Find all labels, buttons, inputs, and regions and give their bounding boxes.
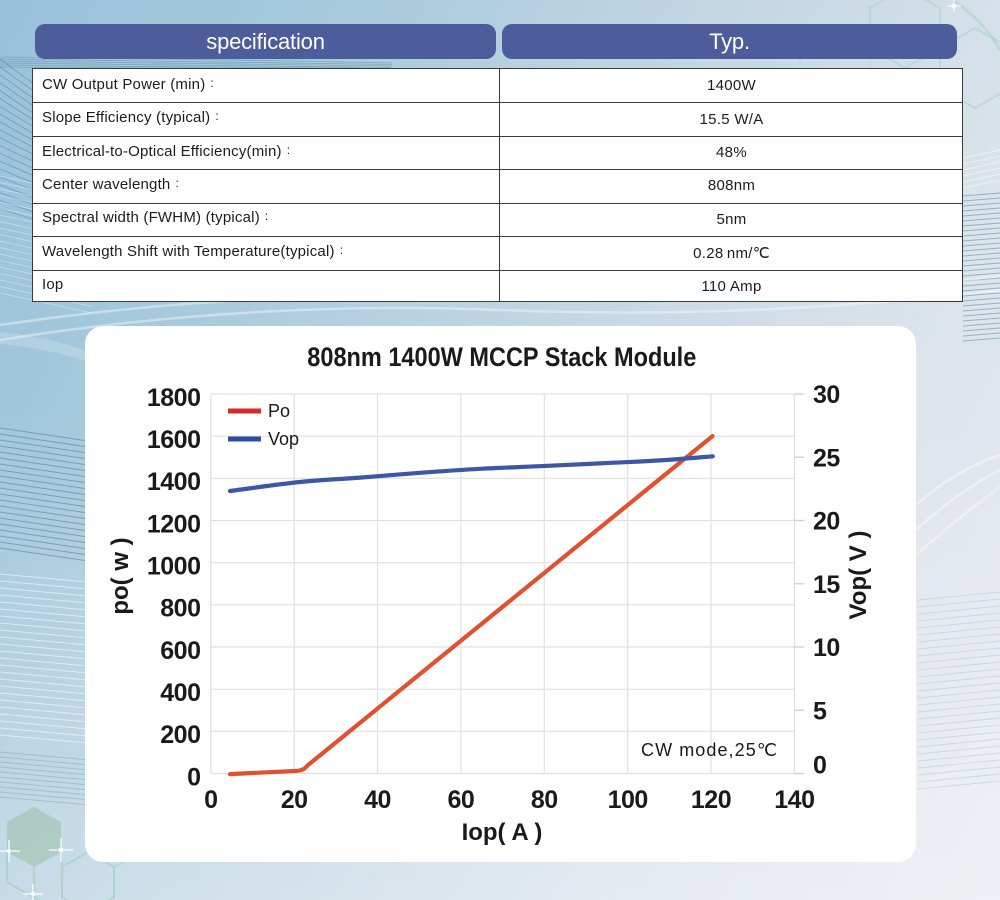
svg-text:po( w ): po( w ) [107,537,134,614]
svg-text:25: 25 [813,444,840,472]
svg-text:30: 30 [813,381,840,409]
svg-text:40: 40 [364,786,391,814]
svg-text:1600: 1600 [147,426,201,454]
svg-text:100: 100 [608,786,648,814]
svg-text:15: 15 [813,571,840,599]
svg-text:Vop: Vop [268,429,299,449]
svg-text:1200: 1200 [147,510,201,538]
svg-text:0: 0 [187,763,200,791]
svg-text:1800: 1800 [147,384,201,412]
svg-text:80: 80 [531,786,558,814]
svg-text:1400: 1400 [147,468,201,496]
svg-text:Po: Po [268,401,290,421]
svg-text:Vop( V ): Vop( V ) [845,531,872,620]
svg-text:140: 140 [774,786,814,814]
svg-text:Iop( A ): Iop( A ) [462,819,543,846]
svg-text:120: 120 [691,786,731,814]
svg-text:5: 5 [813,697,827,725]
svg-text:200: 200 [160,721,200,749]
svg-text:20: 20 [281,786,308,814]
svg-text:10: 10 [813,634,840,662]
svg-text:600: 600 [160,637,200,665]
svg-text:0: 0 [813,752,826,780]
svg-text:808nm 1400W MCCP Stack Module: 808nm 1400W MCCP Stack Module [307,342,696,372]
svg-text:0: 0 [204,786,217,814]
svg-text:800: 800 [160,595,200,623]
svg-text:60: 60 [447,786,474,814]
svg-text:20: 20 [813,508,840,536]
svg-text:1000: 1000 [147,553,201,581]
svg-text:400: 400 [160,679,200,707]
svg-text:CW mode,25℃: CW mode,25℃ [641,740,777,760]
